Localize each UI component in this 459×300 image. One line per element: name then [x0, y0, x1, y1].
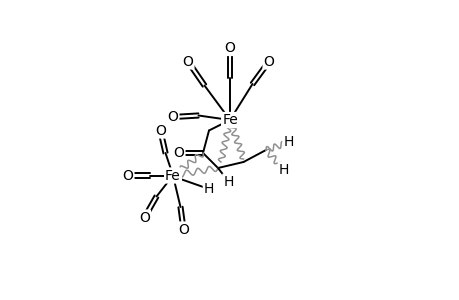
Text: O: O [139, 211, 150, 224]
Text: O: O [224, 41, 235, 55]
Text: H: H [283, 136, 293, 149]
Text: H: H [203, 182, 214, 196]
Text: H: H [223, 175, 233, 188]
Text: Fe: Fe [165, 169, 180, 182]
Text: O: O [263, 55, 274, 68]
Text: Fe: Fe [222, 113, 237, 127]
Text: O: O [173, 146, 184, 160]
Text: O: O [167, 110, 178, 124]
Text: O: O [122, 169, 133, 182]
Text: O: O [182, 55, 193, 68]
Text: O: O [178, 223, 189, 236]
Text: H: H [278, 163, 289, 176]
Text: O: O [155, 124, 166, 137]
